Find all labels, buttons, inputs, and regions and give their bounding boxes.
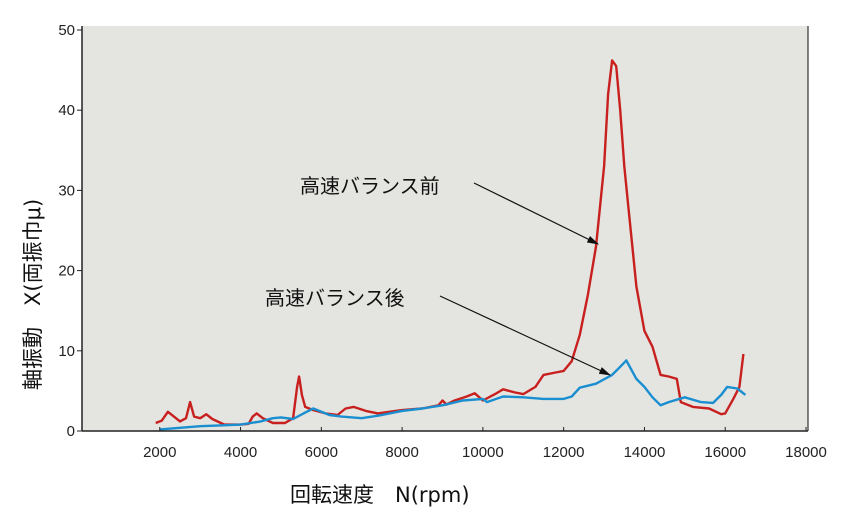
x-tick-label: 8000: [385, 444, 418, 461]
x-tick-label: 12000: [543, 444, 585, 461]
x-tick-label: 10000: [462, 444, 504, 461]
annotation-before: 高速バランス前: [300, 174, 440, 198]
x-tick-label: 16000: [704, 444, 746, 461]
y-tick-label: 10: [58, 343, 75, 360]
y-axis-label: 軸振動 X(両振巾μ): [21, 199, 45, 390]
x-axis-label: 回転速度 N(rpm): [290, 483, 470, 507]
y-tick-label: 20: [58, 263, 75, 280]
y-tick-label: 50: [58, 22, 75, 39]
series-line-after-balance: [159, 359, 747, 431]
x-tick-label: 14000: [624, 444, 666, 461]
annotation-arrow-before: [473, 182, 600, 245]
annotation-after: 高速バランス後: [265, 286, 405, 310]
x-tick-label: 2000: [143, 444, 176, 461]
x-tick-label: 4000: [224, 444, 257, 461]
y-tick-label: 30: [58, 182, 75, 199]
x-tick-label: 18000: [785, 444, 827, 461]
x-tick-label: 6000: [305, 444, 338, 461]
y-tick-label: 0: [67, 423, 75, 440]
annotation-arrow-after: [439, 295, 612, 376]
plot-area: [82, 26, 808, 431]
y-tick-label: 40: [58, 102, 75, 119]
